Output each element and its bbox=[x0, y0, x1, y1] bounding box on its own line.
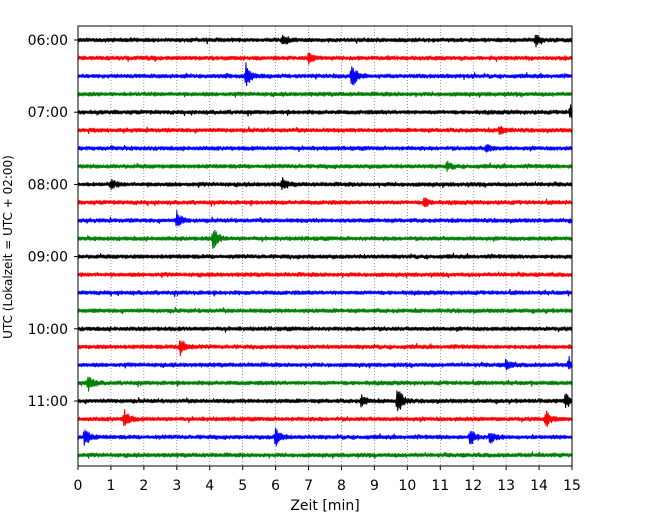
x-tick-label: 14 bbox=[530, 478, 548, 494]
trace-row-0630 bbox=[77, 62, 573, 87]
trace-row-1045 bbox=[77, 376, 573, 392]
x-tick-label: 13 bbox=[497, 478, 515, 494]
x-tick-label: 5 bbox=[238, 478, 247, 494]
trace-row-1115 bbox=[77, 409, 573, 427]
trace-row-1100 bbox=[77, 390, 573, 412]
y-tick-label: 09:00 bbox=[28, 250, 68, 266]
x-tick-label: 8 bbox=[337, 478, 346, 494]
y-tick-label: 06:00 bbox=[28, 33, 68, 49]
x-tick-label: 1 bbox=[106, 478, 115, 494]
trace-row-0915 bbox=[77, 271, 573, 279]
trace-row-0730 bbox=[77, 144, 573, 153]
trace-row-0600 bbox=[77, 34, 573, 48]
x-tick-label: 15 bbox=[563, 478, 581, 494]
y-axis-label: UTC (Lokalzeit = UTC + 02:00) bbox=[1, 155, 15, 339]
y-tick-label: 08:00 bbox=[28, 177, 68, 193]
trace-row-1145 bbox=[77, 451, 573, 459]
grid-lines bbox=[110, 26, 540, 466]
trace-row-1130 bbox=[77, 427, 573, 447]
trace-row-0745 bbox=[77, 160, 573, 172]
seismic-traces bbox=[77, 34, 573, 459]
plot-frame bbox=[77, 25, 573, 467]
trace-row-1030 bbox=[77, 356, 573, 371]
trace-row-0830 bbox=[77, 210, 573, 227]
y-tick-label: 10:00 bbox=[28, 322, 68, 338]
trace-row-0800 bbox=[77, 177, 573, 191]
trace-row-0700 bbox=[77, 104, 573, 118]
x-tick-label: 0 bbox=[74, 478, 83, 494]
trace-row-0945 bbox=[77, 306, 573, 315]
x-tick-label: 11 bbox=[431, 478, 449, 494]
trace-row-0615 bbox=[77, 52, 573, 65]
y-axis-ticks: 06:00 07:00 08:00 09:00 10:00 11:00 bbox=[28, 33, 78, 410]
x-tick-label: 6 bbox=[271, 478, 280, 494]
x-axis-ticks: 0 1 2 3 4 5 6 7 8 9 10 11 12 13 14 15 bbox=[74, 466, 581, 494]
x-tick-label: 2 bbox=[139, 478, 148, 494]
trace-row-0900 bbox=[77, 252, 573, 260]
x-tick-label: 10 bbox=[398, 478, 416, 494]
trace-row-0815 bbox=[77, 197, 573, 208]
trace-row-0930 bbox=[77, 288, 573, 298]
trace-row-1015 bbox=[77, 340, 573, 357]
trace-row-0645 bbox=[77, 91, 573, 98]
x-axis-label: Zeit [min] bbox=[290, 498, 359, 514]
y-tick-label: 11:00 bbox=[28, 394, 68, 410]
x-tick-label: 7 bbox=[304, 478, 313, 494]
x-tick-label: 12 bbox=[464, 478, 482, 494]
y-tick-label: 07:00 bbox=[28, 105, 68, 121]
x-tick-label: 9 bbox=[370, 478, 379, 494]
x-tick-label: 4 bbox=[205, 478, 214, 494]
trace-row-0845 bbox=[77, 229, 573, 250]
x-tick-label: 3 bbox=[172, 478, 181, 494]
trace-row-1000 bbox=[77, 325, 573, 333]
trace-row-0715 bbox=[77, 125, 573, 135]
